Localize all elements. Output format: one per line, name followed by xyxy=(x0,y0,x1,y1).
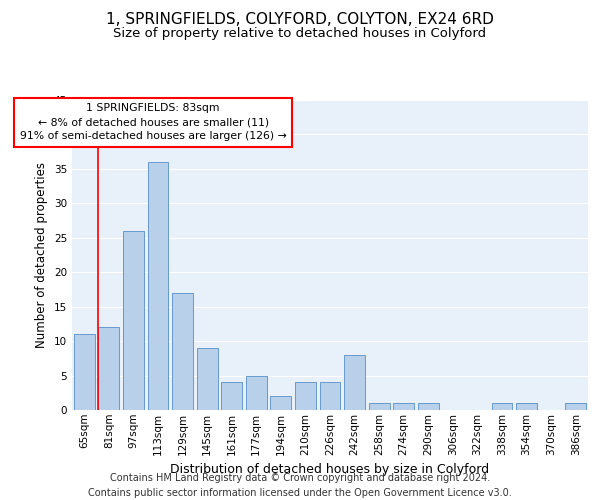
Bar xyxy=(74,334,95,410)
Text: 1 SPRINGFIELDS: 83sqm
← 8% of detached houses are smaller (11)
91% of semi-detac: 1 SPRINGFIELDS: 83sqm ← 8% of detached h… xyxy=(20,104,286,142)
Bar xyxy=(393,403,414,410)
Text: 1, SPRINGFIELDS, COLYFORD, COLYTON, EX24 6RD: 1, SPRINGFIELDS, COLYFORD, COLYTON, EX24… xyxy=(106,12,494,28)
Bar xyxy=(565,403,586,410)
Text: Contains HM Land Registry data © Crown copyright and database right 2024.
Contai: Contains HM Land Registry data © Crown c… xyxy=(88,472,512,498)
Bar xyxy=(295,382,316,410)
Y-axis label: Number of detached properties: Number of detached properties xyxy=(35,162,49,348)
X-axis label: Distribution of detached houses by size in Colyford: Distribution of detached houses by size … xyxy=(170,463,490,476)
Bar xyxy=(197,348,218,410)
Bar xyxy=(516,403,537,410)
Bar xyxy=(148,162,169,410)
Bar xyxy=(221,382,242,410)
Bar xyxy=(491,403,512,410)
Bar xyxy=(172,293,193,410)
Bar xyxy=(344,355,365,410)
Bar xyxy=(271,396,292,410)
Bar xyxy=(320,382,340,410)
Bar xyxy=(246,376,267,410)
Bar xyxy=(123,231,144,410)
Bar xyxy=(418,403,439,410)
Text: Size of property relative to detached houses in Colyford: Size of property relative to detached ho… xyxy=(113,28,487,40)
Bar xyxy=(368,403,389,410)
Bar xyxy=(98,328,119,410)
